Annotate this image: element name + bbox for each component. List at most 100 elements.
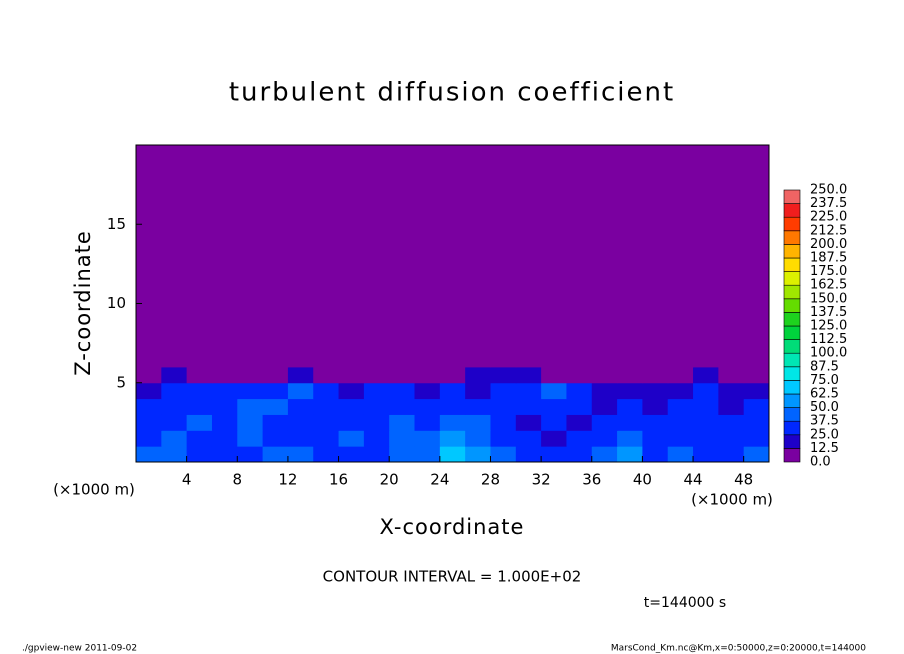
field-cell <box>237 398 264 415</box>
colorbar-label: 137.5 <box>810 305 847 320</box>
field-cell <box>363 398 390 415</box>
field-cell <box>566 145 593 368</box>
field-cell <box>363 446 390 463</box>
field-cell <box>743 414 770 431</box>
colorbar-label: 0.0 <box>810 455 831 470</box>
field-cell <box>667 398 694 415</box>
field-cell <box>287 398 314 415</box>
colorbar-box <box>783 420 801 436</box>
field-cell <box>515 366 542 384</box>
field-cell <box>693 382 719 400</box>
field-cell <box>211 430 238 447</box>
y-tick-label: 15 <box>107 215 126 233</box>
field-cell <box>617 382 643 400</box>
y-axis-label: Z-coordinate <box>71 230 95 376</box>
field-cell <box>642 145 669 368</box>
field-cell <box>414 382 441 400</box>
field-cell <box>414 398 441 415</box>
field-cell <box>237 382 264 400</box>
x-axis-label: X-coordinate <box>380 515 525 539</box>
colorbar-label: 150.0 <box>810 291 847 306</box>
field-cell <box>211 382 238 400</box>
field-cell <box>490 398 517 415</box>
colorbar-label: 50.0 <box>810 400 839 415</box>
field-cell <box>693 145 719 368</box>
field-cell <box>389 398 416 415</box>
field-cell <box>211 145 238 368</box>
field-cell <box>262 382 289 400</box>
field-cell <box>566 382 593 400</box>
field-cell <box>161 414 188 431</box>
field-cell <box>136 446 162 463</box>
field-cell <box>313 145 340 368</box>
colorbar-label: 75.0 <box>810 373 839 388</box>
field-cell <box>490 430 517 447</box>
y-unit: (×1000 m) <box>53 481 135 499</box>
field-cell <box>490 145 517 368</box>
field-cell <box>718 446 745 463</box>
field-cell <box>591 398 618 415</box>
field-cell <box>439 414 466 431</box>
field-cell <box>363 414 390 431</box>
field-cell <box>642 430 669 447</box>
field-cell <box>693 430 719 447</box>
field-cell <box>591 145 618 368</box>
field-cell <box>591 430 618 447</box>
field-cell <box>515 446 542 463</box>
x-tick-label: 20 <box>380 471 399 489</box>
field-cell <box>465 398 491 415</box>
field-cell <box>515 398 542 415</box>
field-cell <box>541 145 567 368</box>
field-cell <box>211 398 238 415</box>
field-cell <box>161 430 188 447</box>
colorbar-box <box>783 244 801 259</box>
field-cell <box>414 145 441 368</box>
field-cell <box>136 382 162 400</box>
field-cell <box>541 430 567 447</box>
field-cell <box>186 414 213 431</box>
field-cell <box>490 366 517 384</box>
field-cell <box>313 430 340 447</box>
field-cell <box>718 398 745 415</box>
field-cell <box>642 398 669 415</box>
field-cell <box>667 414 694 431</box>
field-cell <box>136 398 162 415</box>
field-cell <box>667 446 694 463</box>
field-cell <box>338 414 365 431</box>
field-cell <box>262 145 289 368</box>
colorbar-label: 187.5 <box>810 251 847 266</box>
colorbar-box <box>783 407 801 422</box>
x-tick-label: 24 <box>430 471 449 489</box>
field-cell <box>313 446 340 463</box>
field-cell <box>693 446 719 463</box>
colorbar-label: 212.5 <box>810 223 847 238</box>
x-tick-label: 28 <box>481 471 500 489</box>
field-cell <box>389 430 416 447</box>
field-cell <box>439 382 466 400</box>
x-tick-label: 44 <box>683 471 702 489</box>
field-cell <box>642 382 669 400</box>
field-cell <box>338 145 365 368</box>
field-cell <box>693 366 719 384</box>
field-cell <box>237 145 264 368</box>
field-cell <box>262 446 289 463</box>
field-cell <box>566 446 593 463</box>
field-cell <box>439 145 466 368</box>
field-cell <box>313 366 340 384</box>
field-cell <box>338 398 365 415</box>
field-cell <box>338 382 365 400</box>
field-cell <box>287 366 314 384</box>
field-cell <box>262 398 289 415</box>
field-cell <box>566 430 593 447</box>
field-cell <box>237 414 264 431</box>
field-cell <box>541 366 567 384</box>
field-cell <box>541 446 567 463</box>
y-tick-label: 5 <box>116 373 126 391</box>
field-cell <box>693 398 719 415</box>
colorbar-box <box>783 312 801 327</box>
field-cell <box>186 398 213 415</box>
x-tick-label: 40 <box>633 471 652 489</box>
field-cell <box>541 414 567 431</box>
colorbar-box <box>783 216 801 232</box>
